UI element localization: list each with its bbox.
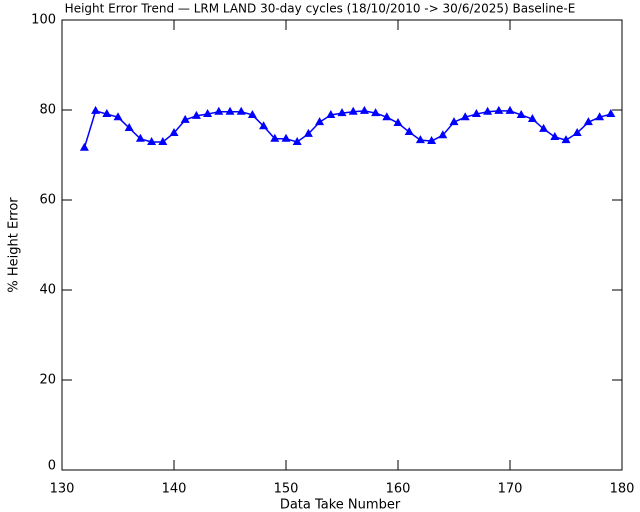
point-marker <box>427 136 437 145</box>
point-marker <box>79 142 89 151</box>
point-marker <box>460 112 470 121</box>
point-marker <box>236 106 246 115</box>
point-marker <box>550 132 560 140</box>
point-marker <box>494 105 504 114</box>
point-marker <box>303 128 313 137</box>
point-marker <box>449 117 459 126</box>
y-tick-label: 20 <box>39 373 56 388</box>
point-marker <box>191 110 201 119</box>
point-marker <box>539 123 549 132</box>
x-tick-label: 180 <box>610 482 635 497</box>
plot-frame <box>61 19 623 471</box>
x-tick-label: 140 <box>162 482 187 497</box>
x-tick-label: 130 <box>50 482 75 497</box>
point-marker <box>359 105 369 114</box>
chart-title: Height Error Trend — LRM LAND 30-day cyc… <box>65 2 576 16</box>
point-marker <box>147 136 157 145</box>
x-tick-label: 170 <box>498 482 523 497</box>
point-marker <box>561 135 571 144</box>
y-tick-label: 80 <box>39 103 56 118</box>
point-marker <box>281 133 291 142</box>
point-marker <box>247 109 257 118</box>
point-marker <box>315 117 325 126</box>
point-marker <box>135 133 145 142</box>
point-marker <box>225 106 235 115</box>
point-marker <box>348 106 358 115</box>
y-tick-label: 0 <box>48 459 56 474</box>
point-marker <box>180 114 190 123</box>
point-marker <box>91 105 101 114</box>
point-marker <box>102 109 112 118</box>
point-marker <box>326 109 336 118</box>
point-marker <box>158 136 168 145</box>
point-marker <box>124 123 134 131</box>
point-marker <box>337 108 347 117</box>
point-marker <box>214 106 224 115</box>
y-axis-label: % Height Error <box>7 197 22 293</box>
point-marker <box>292 136 302 145</box>
point-marker <box>371 108 381 117</box>
point-marker <box>572 127 582 136</box>
point-marker <box>516 109 526 118</box>
point-marker <box>527 114 537 122</box>
x-tick-label: 150 <box>274 482 299 497</box>
point-marker <box>270 133 280 142</box>
point-marker <box>505 105 515 114</box>
x-tick-label: 160 <box>386 482 411 497</box>
point-marker <box>483 106 493 115</box>
y-tick-label: 100 <box>31 13 56 28</box>
point-marker <box>382 112 392 121</box>
point-marker <box>415 135 425 144</box>
point-marker <box>393 118 403 127</box>
point-marker <box>438 130 448 139</box>
point-marker <box>595 112 605 121</box>
point-marker <box>404 127 414 136</box>
point-marker <box>203 109 213 118</box>
y-tick-label: 60 <box>39 193 56 208</box>
point-marker <box>606 109 616 118</box>
point-marker <box>259 121 269 130</box>
x-axis-label: Data Take Number <box>280 498 401 512</box>
y-tick-label: 40 <box>39 283 56 298</box>
point-marker <box>113 112 123 121</box>
point-marker <box>169 127 179 136</box>
point-marker <box>583 117 593 126</box>
point-marker <box>471 109 481 118</box>
